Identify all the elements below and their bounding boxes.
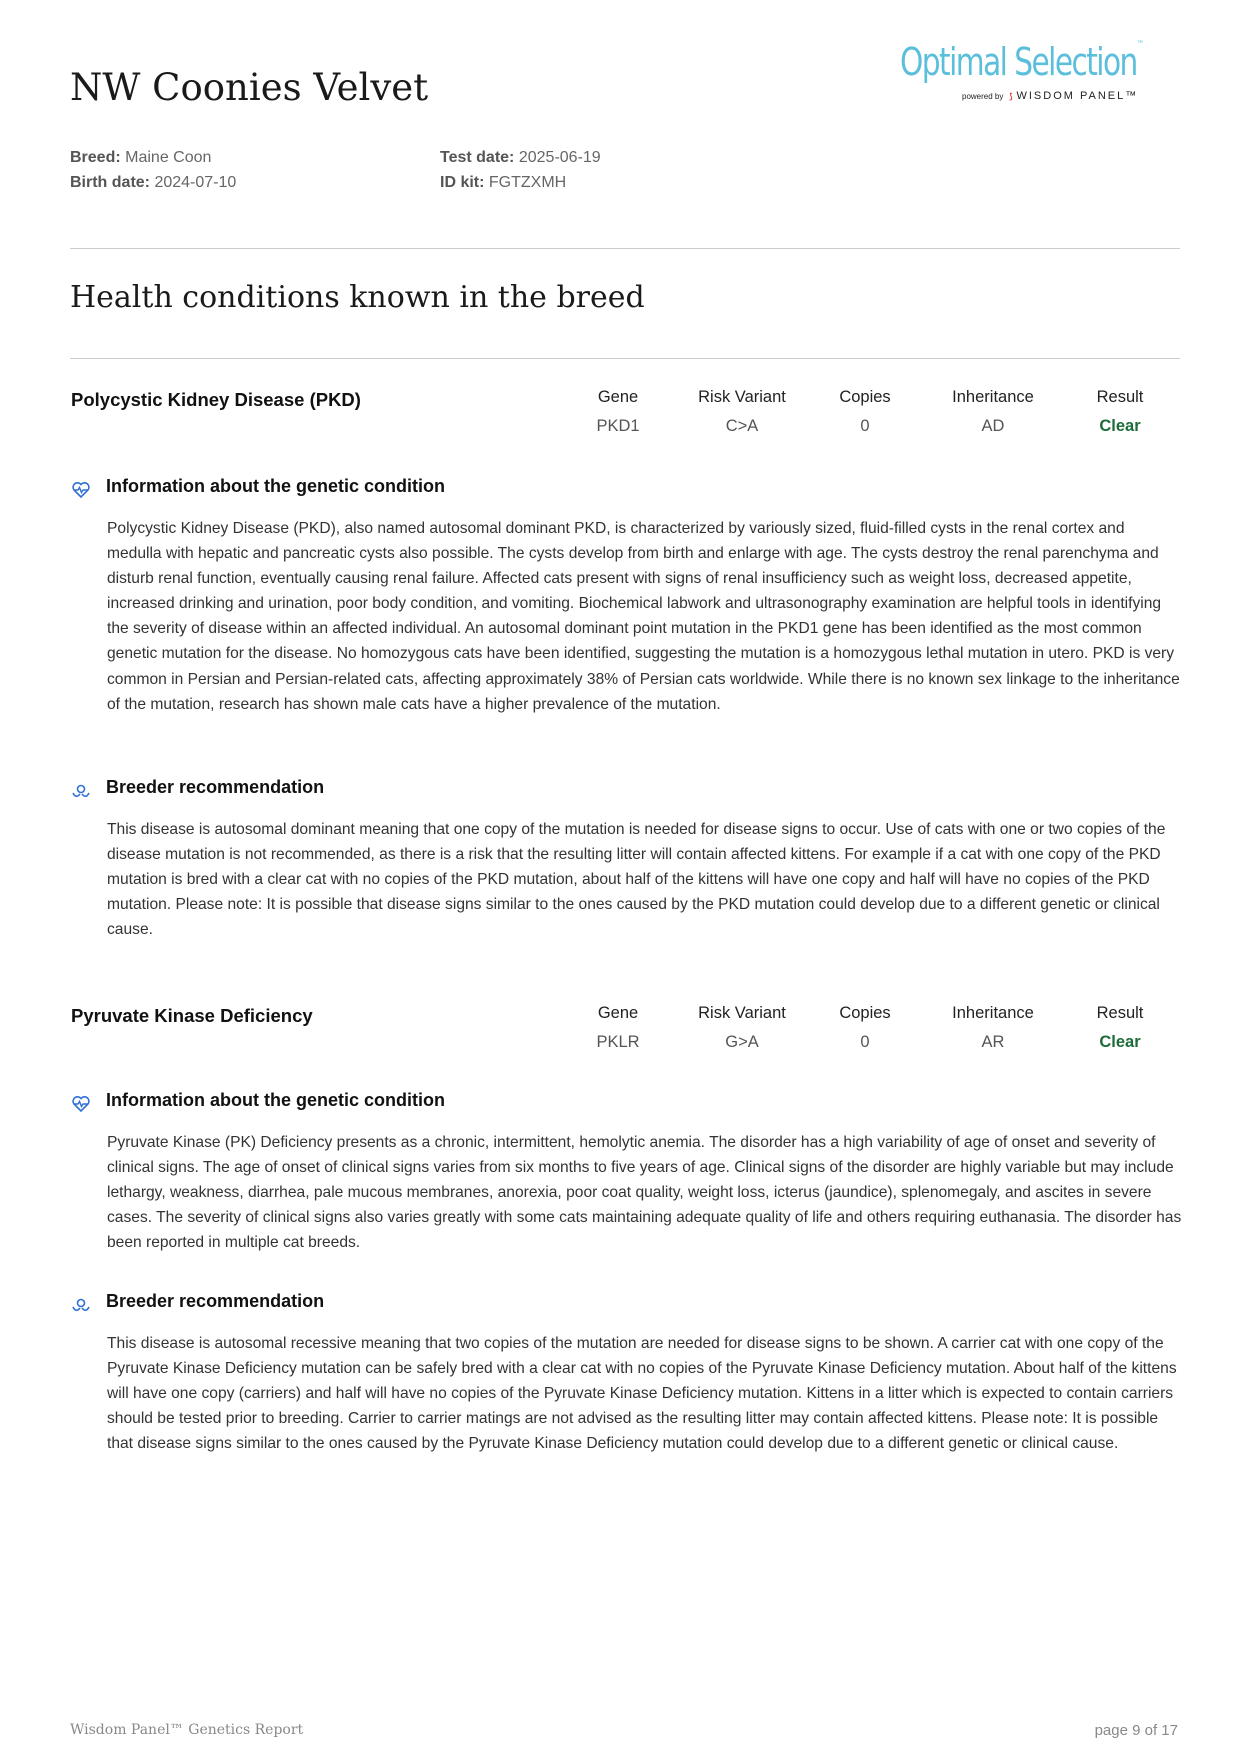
footer-report-name: Wisdom Panel™ Genetics Report xyxy=(70,1722,304,1738)
section-title: Health conditions known in the breed xyxy=(70,280,645,315)
info-text: Polycystic Kidney Disease (PKD), also na… xyxy=(107,520,1180,713)
heart-pulse-icon xyxy=(72,482,90,499)
result-column: Result Clear xyxy=(1050,1004,1190,1052)
risk-variant-column: Risk Variant G>A xyxy=(698,1004,786,1051)
gene-column: Gene PKD1 xyxy=(596,388,640,435)
copies-column: Copies 0 xyxy=(839,1004,891,1051)
inheritance-column: Inheritance AR xyxy=(952,1004,1034,1051)
column-header: Copies xyxy=(839,1004,891,1022)
breeder-text: This disease is autosomal dominant meani… xyxy=(107,821,1166,939)
column-header: Inheritance xyxy=(952,1004,1034,1022)
result-badge: Clear xyxy=(1099,1033,1141,1051)
condition-name: Polycystic Kidney Disease (PKD) xyxy=(71,389,361,410)
birth-date-field: Birth date: 2024-07-10 xyxy=(70,174,237,191)
id-kit-field: ID kit: FGTZXMH xyxy=(440,174,567,191)
column-header: Risk Variant xyxy=(698,1004,786,1022)
breeder-heading: Breeder recommendation xyxy=(106,1291,325,1311)
logo-wordmark: Optimal Selection™ xyxy=(900,40,1144,84)
breed-field: Breed: Maine Coon xyxy=(70,149,212,166)
copies-column: Copies 0 xyxy=(839,388,891,435)
column-header: Gene xyxy=(597,388,639,406)
column-header: Inheritance xyxy=(952,388,1034,406)
result-column: Result Clear xyxy=(1050,388,1190,436)
risk-variant-column: Risk Variant C>A xyxy=(698,388,786,435)
condition-name: Pyruvate Kinase Deficiency xyxy=(71,1005,313,1026)
heart-pulse-icon xyxy=(72,1096,90,1113)
column-header: Gene xyxy=(597,1004,639,1022)
breeder-text: This disease is autosomal recessive mean… xyxy=(107,1335,1177,1453)
column-header: Risk Variant xyxy=(698,388,786,406)
page-number: page 9 of 17 xyxy=(1094,1722,1178,1739)
breeder-icon xyxy=(72,784,90,798)
breeder-heading: Breeder recommendation xyxy=(106,777,325,797)
logo-powered-by: powered by ⟆ WISDOM PANEL™ xyxy=(962,90,1139,102)
divider xyxy=(70,248,1180,249)
gene-column: Gene PKLR xyxy=(596,1004,640,1051)
divider xyxy=(70,358,1180,359)
column-header: Result xyxy=(1096,388,1144,406)
optimal-selection-logo: Optimal Selection™ powered by ⟆ WISDOM PAN… xyxy=(900,40,1160,102)
info-heading: Information about the genetic condition xyxy=(106,476,445,496)
test-date-field: Test date: 2025-06-19 xyxy=(440,149,601,166)
info-text: Pyruvate Kinase (PK) Deficiency presents… xyxy=(107,1134,1182,1252)
column-header: Copies xyxy=(839,388,891,406)
breeder-icon xyxy=(72,1298,90,1312)
inheritance-column: Inheritance AD xyxy=(952,388,1034,435)
column-header: Result xyxy=(1096,1004,1144,1022)
dog-name-title: NW Coonies Velvet xyxy=(70,66,429,109)
wisdom-panel-icon: ⟆ xyxy=(1009,92,1013,101)
result-badge: Clear xyxy=(1099,417,1141,435)
info-heading: Information about the genetic condition xyxy=(106,1090,445,1110)
